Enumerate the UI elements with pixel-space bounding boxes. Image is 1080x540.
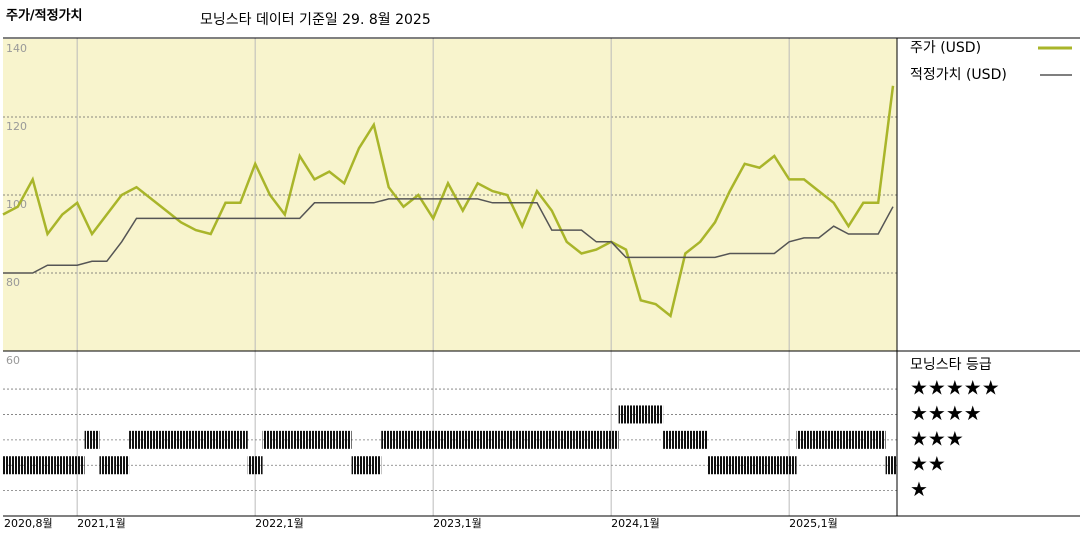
x-tick-label: 2022,1월 <box>255 517 304 530</box>
rating-bar <box>277 430 293 449</box>
rating-bar <box>129 430 144 449</box>
rating-bar <box>247 456 263 475</box>
x-tick-label: 2020,8월 <box>4 517 53 530</box>
x-tick-label: 2021,1월 <box>77 517 126 530</box>
rating-bar <box>826 430 842 449</box>
rating-label: ★★★★★ <box>910 376 1000 400</box>
rating-bar <box>188 430 204 449</box>
rating-bar <box>114 456 130 475</box>
rating-bar <box>10 456 26 475</box>
x-tick-label: 2024,1월 <box>611 517 660 530</box>
y-tick-label: 100 <box>6 198 27 211</box>
rating-bar <box>841 430 856 449</box>
y-tick-label: 80 <box>6 276 20 289</box>
rating-bar <box>25 456 41 475</box>
rating-bar <box>366 456 382 475</box>
rating-bar <box>692 430 708 449</box>
rating-label: ★★★ <box>910 426 964 450</box>
frame <box>3 37 1080 517</box>
chart-subtitle: 모닝스타 데이터 기준일 29. 8월 2025 <box>200 12 431 28</box>
rating-bar <box>307 430 322 449</box>
marks: 주가 (USD) 적정가치 (USD) <box>2 40 1072 475</box>
rating-bar <box>663 430 678 449</box>
y-tick-label: 60 <box>6 354 20 367</box>
rating-bar <box>336 430 352 449</box>
rating-bar <box>54 456 70 475</box>
rating-bar <box>40 456 55 475</box>
rating-bar <box>69 456 85 475</box>
rating-bar <box>677 430 693 449</box>
rating-bar <box>381 430 397 449</box>
rating-bar <box>559 430 575 449</box>
rating-label: ★★★★ <box>910 401 982 425</box>
rating-bar <box>574 430 589 449</box>
rating-bar <box>321 430 337 449</box>
rating-bar <box>544 430 560 449</box>
rating-bar <box>440 430 456 449</box>
rating-bar <box>218 430 233 449</box>
rating-bar <box>781 456 797 475</box>
chart-title: 주가/적정가치 <box>6 8 83 24</box>
rating-bar <box>722 456 738 475</box>
rating-bar <box>396 430 411 449</box>
rating-bar <box>885 456 897 475</box>
rating-title: 모닝스타 등급 <box>910 357 992 373</box>
plot-background <box>3 39 897 351</box>
rating-bar <box>855 430 871 449</box>
rating-bar <box>811 430 827 449</box>
rating-bar <box>143 430 159 449</box>
rating-bar <box>158 430 174 449</box>
rating-bar <box>203 430 219 449</box>
y-tick-label: 120 <box>6 120 27 133</box>
rating-bar <box>737 456 753 475</box>
rating-bar <box>588 430 604 449</box>
rating-bar <box>173 430 189 449</box>
rating-bar <box>262 430 278 449</box>
series-line <box>3 198 894 274</box>
x-tick-label: 2023,1월 <box>433 517 482 530</box>
grid: 60 80 100 120 140 2020,8월 2021,1월 2022,1월 2023,1… <box>3 38 1000 530</box>
rating-bar <box>766 456 782 475</box>
rating-bar <box>870 430 886 449</box>
rating-bar <box>499 430 515 449</box>
rating-bar <box>455 430 471 449</box>
rating-bar <box>3 456 11 475</box>
rating-bar <box>99 456 115 475</box>
rating-bar <box>485 430 500 449</box>
rating-bar <box>648 405 664 424</box>
rating-bar <box>529 430 545 449</box>
rating-bar <box>232 430 248 449</box>
rating-bar <box>752 456 767 475</box>
legend-label: 주가 (USD) <box>910 40 981 56</box>
rating-bar <box>292 430 308 449</box>
legend-label: 적정가치 (USD) <box>910 67 1007 83</box>
rating-bar <box>470 430 486 449</box>
rating-bar <box>707 456 723 475</box>
rating-bar <box>425 430 441 449</box>
rating-bar <box>351 456 367 475</box>
rating-bar <box>84 430 100 449</box>
rating-bar <box>410 430 426 449</box>
rating-label: ★ <box>910 477 928 501</box>
x-tick-label: 2025,1월 <box>789 517 838 530</box>
rating-bar <box>514 430 530 449</box>
rating-label: ★★ <box>910 452 946 476</box>
series-line <box>2 85 895 319</box>
rating-bar <box>796 430 812 449</box>
rating-bar <box>633 405 649 424</box>
rating-bar <box>603 430 619 449</box>
y-tick-label: 140 <box>6 42 27 55</box>
rating-bar <box>618 405 634 424</box>
